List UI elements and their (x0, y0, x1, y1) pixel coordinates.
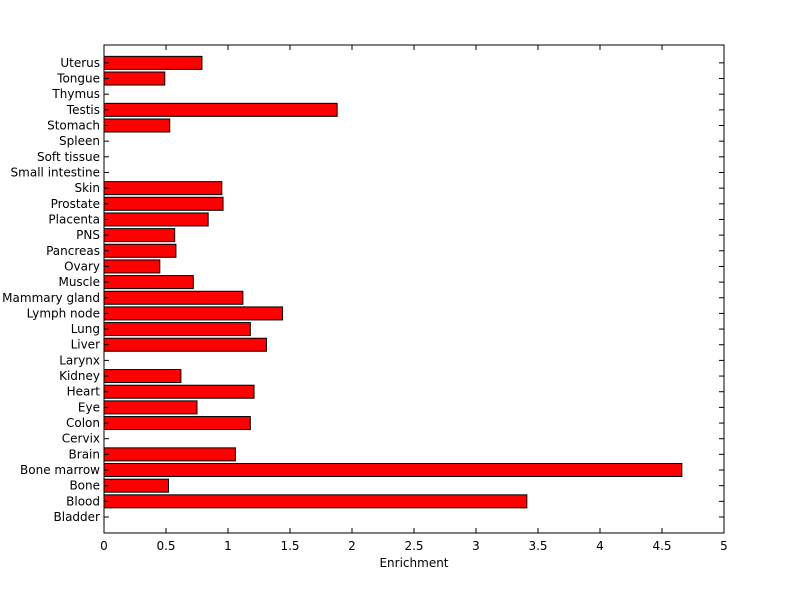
y-tick-label: Larynx (59, 353, 100, 367)
y-tick-label: Bone (69, 479, 100, 493)
x-tick-label: 5 (720, 539, 728, 553)
y-tick-label: Soft tissue (37, 150, 100, 164)
y-tick-label: Pancreas (46, 244, 100, 258)
x-axis-label: Enrichment (379, 556, 448, 570)
bar-mammary-gland (103, 290, 244, 305)
x-tick-label: 2.5 (404, 539, 423, 553)
x-tick-label: 1 (224, 539, 232, 553)
y-tick-label: Blood (66, 494, 100, 508)
y-tick-label: Bone marrow (20, 463, 100, 477)
x-tick-label: 3.5 (528, 539, 547, 553)
y-tick-label: Colon (66, 416, 100, 430)
y-tick-label: Kidney (59, 369, 100, 383)
y-tick-label: Eye (78, 400, 100, 414)
y-tick-label: Placenta (48, 212, 100, 226)
y-tick-label: Cervix (62, 432, 100, 446)
y-tick-label: Lung (71, 322, 100, 336)
y-tick-label: Bladder (54, 510, 101, 524)
bar-bone-marrow (103, 463, 683, 478)
bar-uterus (103, 55, 203, 70)
bars-group (103, 55, 683, 509)
x-tick-label: 0.5 (156, 539, 175, 553)
y-tick-label: Thymus (51, 87, 100, 101)
bar-lymph-node (103, 306, 284, 321)
x-tick-label: 0 (100, 539, 108, 553)
bar-skin (103, 181, 223, 196)
x-tick-label: 3 (472, 539, 480, 553)
ticks-group (103, 45, 725, 533)
y-tick-label: Tongue (56, 72, 100, 86)
y-tick-label: Heart (67, 385, 101, 399)
x-tick-labels: 0 0.5 1 1.5 2 2.5 3 3.5 4 4.5 5 (100, 539, 728, 553)
bar-kidney (103, 369, 182, 384)
bar-pancreas (103, 243, 177, 258)
bar-liver (103, 337, 267, 352)
bar-ovary (103, 259, 161, 274)
y-tick-label: Brain (69, 447, 100, 461)
y-tick-label: Prostate (51, 197, 100, 211)
y-tick-label: PNS (76, 228, 100, 242)
bar-prostate (103, 196, 224, 211)
y-tick-label: Spleen (59, 134, 100, 148)
y-tick-label: Liver (71, 338, 101, 352)
y-tick-label: Mammary gland (2, 291, 100, 305)
x-tick-label: 4 (596, 539, 604, 553)
y-tick-label: Muscle (58, 275, 100, 289)
bar-eye (103, 400, 198, 415)
y-tick-label: Small intestine (11, 165, 100, 179)
bar-bone (103, 478, 169, 493)
y-tick-label: Testis (66, 103, 100, 117)
bar-testis (103, 102, 338, 117)
bar-tongue (103, 71, 166, 86)
bar-stomach (103, 118, 171, 133)
y-tick-label: Lymph node (27, 306, 100, 320)
bar-muscle (103, 275, 194, 290)
bar-colon (103, 416, 251, 431)
bar-pns (103, 228, 176, 243)
x-tick-label: 1.5 (280, 539, 299, 553)
y-tick-label: Ovary (64, 259, 100, 273)
y-tick-label: Skin (74, 181, 100, 195)
bar-blood (103, 494, 528, 509)
y-tick-label: Uterus (60, 56, 100, 70)
x-tick-label: 2 (348, 539, 356, 553)
bar-heart (103, 384, 255, 399)
x-tick-label: 4.5 (652, 539, 671, 553)
bar-lung (103, 322, 251, 337)
bar-brain (103, 447, 236, 462)
y-tick-label: Stomach (47, 119, 100, 133)
bar-placenta (103, 212, 209, 227)
